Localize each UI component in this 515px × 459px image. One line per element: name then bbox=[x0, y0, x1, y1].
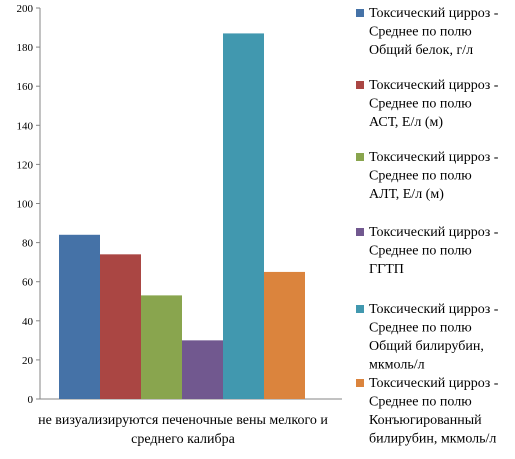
y-tick-label: 160 bbox=[17, 81, 34, 93]
legend-item: Токсический цирроз - Среднее по полю АСТ, … bbox=[356, 78, 499, 130]
y-tick-label: 80 bbox=[22, 238, 34, 250]
legend-swatch bbox=[356, 228, 364, 236]
legend-label-line: Среднее по полю bbox=[369, 25, 472, 40]
legend-swatch bbox=[356, 9, 364, 17]
legend-item: Токсический цирроз - Среднее по полю Конъю… bbox=[356, 376, 499, 447]
bar-series-2 bbox=[100, 254, 141, 399]
category-label-line: не визуализируются печеночные вены мелко… bbox=[38, 413, 328, 428]
legend-item: Токсический цирроз - Среднее по полю Общий… bbox=[356, 302, 499, 373]
legend-swatch bbox=[356, 153, 364, 161]
legend-swatch bbox=[356, 81, 364, 89]
legend-label-line: Среднее по полю bbox=[369, 321, 472, 336]
legend-label-line: Токсический цирроз - bbox=[369, 225, 499, 240]
legend-label-line: Токсический цирроз - bbox=[369, 150, 499, 165]
legend-label-line: мкмоль/л bbox=[369, 358, 425, 373]
legend-label-line: АСТ, Е/л (м) bbox=[369, 115, 443, 130]
bar-series-6 bbox=[264, 271, 305, 399]
y-tick-label: 40 bbox=[22, 316, 34, 328]
legend-label-line: Общий билирубин, bbox=[369, 339, 484, 354]
bar-series-4 bbox=[182, 340, 223, 399]
y-tick-label: 20 bbox=[22, 355, 34, 367]
legend-item: Токсический цирроз - Среднее по полю ГГТП bbox=[356, 225, 499, 277]
legend-swatch bbox=[356, 379, 364, 387]
legend-label-line: билирубин, мкмоль/л bbox=[369, 432, 496, 447]
legend-label-line: Токсический цирроз - bbox=[369, 376, 499, 391]
y-tick-label: 140 bbox=[17, 120, 34, 132]
legend-label-line: АЛТ, Е/л (м) bbox=[369, 187, 444, 202]
y-tick-label: 200 bbox=[17, 3, 34, 15]
legend-label-line: Токсический цирроз - bbox=[369, 78, 499, 93]
bar-series-5 bbox=[223, 33, 264, 399]
legend-label-line: Среднее по полю bbox=[369, 395, 472, 410]
legend-label-line: Конъюгированный bbox=[369, 413, 482, 428]
y-tick-label: 100 bbox=[17, 199, 34, 211]
legend-item: Токсический цирроз - Среднее по полю АЛТ, … bbox=[356, 150, 499, 202]
legend-label-line: ГГТП bbox=[369, 262, 404, 277]
legend-label-line: Среднее по полю bbox=[369, 169, 472, 184]
legend: Токсический цирроз - Среднее по полю Общий… bbox=[356, 6, 499, 447]
legend-label-line: Среднее по полю bbox=[369, 97, 472, 112]
category-label-line: среднего калибра bbox=[131, 432, 235, 447]
legend-label-line: Общий белок, г/л bbox=[369, 43, 473, 58]
bar-series-1 bbox=[59, 234, 100, 399]
y-tick-label: 0 bbox=[28, 394, 34, 406]
y-tick-label: 180 bbox=[17, 42, 34, 54]
y-tick-label: 120 bbox=[17, 159, 34, 171]
legend-label-line: Токсический цирроз - bbox=[369, 302, 499, 317]
legend-swatch bbox=[356, 305, 364, 313]
legend-label-line: Среднее по полю bbox=[369, 244, 472, 259]
bar-series-3 bbox=[141, 295, 182, 399]
y-axis-ticks: 0 20 40 60 80 100 120 140 160 180 200 bbox=[17, 3, 40, 406]
legend-item: Токсический цирроз - Среднее по полю Общий… bbox=[356, 6, 499, 58]
x-axis-category-label: не визуализируются печеночные вены мелко… bbox=[38, 413, 328, 447]
legend-label-line: Токсический цирроз - bbox=[369, 6, 499, 21]
bars bbox=[59, 33, 305, 399]
y-tick-label: 60 bbox=[22, 277, 34, 289]
